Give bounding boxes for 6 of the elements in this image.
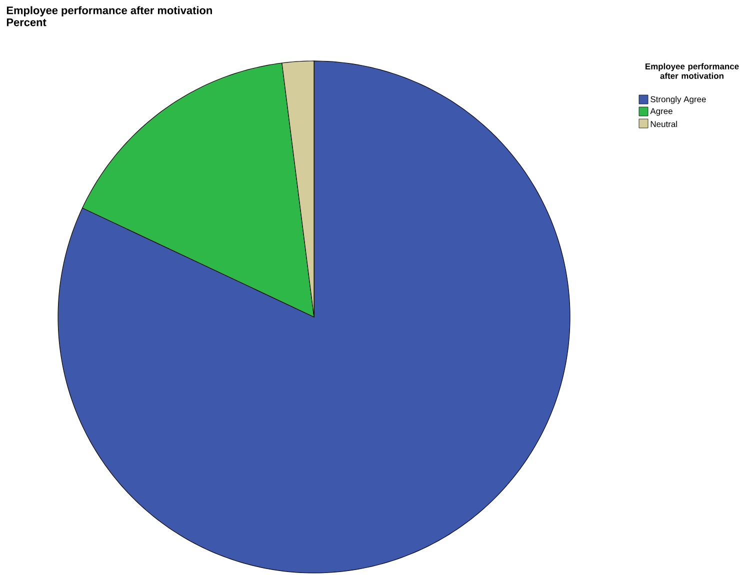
chart-title: Employee performance after motivation (6, 6, 212, 16)
legend-title: Employee performance after motivation (646, 63, 739, 79)
legend-label: Neutral (650, 120, 677, 128)
legend-label: Strongly Agree (650, 96, 706, 104)
legend-label: Agree (650, 108, 672, 116)
chart-subtitle: Percent (6, 18, 46, 26)
